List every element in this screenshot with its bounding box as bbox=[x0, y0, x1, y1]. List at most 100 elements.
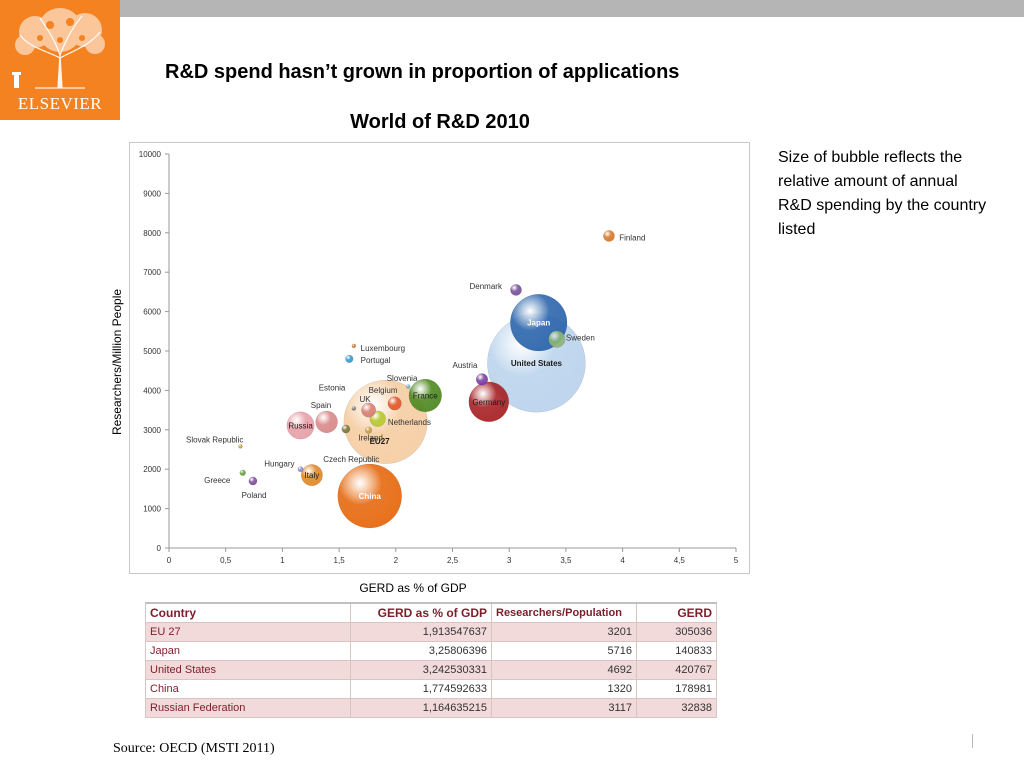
table-row: United States 3,242530331 4692 420767 bbox=[145, 660, 717, 680]
x-tick-label: 2 bbox=[394, 556, 399, 565]
cell-country: China bbox=[145, 679, 351, 699]
table-row: China 1,774592633 1320 178981 bbox=[145, 679, 717, 699]
cell-gerd: 178981 bbox=[636, 679, 717, 699]
bubble-slovenia bbox=[406, 384, 411, 389]
y-tick-label: 5000 bbox=[143, 347, 161, 356]
label-portugal: Portugal bbox=[361, 356, 391, 365]
cell-gerd-gdp: 3,242530331 bbox=[350, 660, 492, 680]
bubble-france bbox=[408, 378, 442, 413]
table-header-row: Country GERD as % of GDP Researchers/Pop… bbox=[145, 602, 717, 623]
x-tick-label: 3,5 bbox=[560, 556, 572, 565]
bubble-chart: 0 1000 2000 3000 4000 5000 6000 7000 8000 9000 100… bbox=[129, 142, 750, 574]
bubble-chart-svg: 0100020003000400050006000700080009000100… bbox=[139, 150, 739, 565]
cell-gerd: 32838 bbox=[636, 698, 717, 718]
x-axis-label: GERD as % of GDP bbox=[359, 581, 467, 595]
y-tick-label: 0 bbox=[157, 544, 162, 553]
label-czech-republic: Czech Republic bbox=[323, 455, 379, 464]
x-tick-label: 1,5 bbox=[334, 556, 346, 565]
col-gerd: GERD bbox=[636, 602, 717, 623]
label-uk: UK bbox=[360, 395, 372, 404]
bubble-czech-republic bbox=[341, 424, 351, 434]
cell-gerd-gdp: 1,913547637 bbox=[350, 622, 492, 642]
cell-gerd: 305036 bbox=[636, 622, 717, 642]
x-tick-label: 0 bbox=[167, 556, 172, 565]
bubble-estonia bbox=[351, 406, 357, 411]
cell-country: EU 27 bbox=[145, 622, 351, 642]
cell-researchers: 4692 bbox=[491, 660, 637, 680]
y-tick-label: 2000 bbox=[143, 465, 161, 474]
label-spain: Spain bbox=[311, 401, 331, 410]
data-table: Country GERD as % of GDP Researchers/Pop… bbox=[145, 602, 717, 718]
bubble-uk bbox=[361, 402, 377, 418]
y-tick-label: 9000 bbox=[143, 189, 161, 198]
bubble-portugal bbox=[345, 354, 354, 363]
y-tick-label: 7000 bbox=[143, 268, 161, 277]
bubble-eu27 bbox=[343, 379, 428, 464]
y-tick-label: 10000 bbox=[139, 150, 162, 159]
label-russia: Russia bbox=[288, 421, 313, 430]
label-italy: Italy bbox=[305, 471, 320, 480]
label-ireland: Ireland bbox=[358, 434, 382, 443]
label-austria: Austria bbox=[453, 361, 478, 370]
label-slovak-republic: Slovak Republic bbox=[186, 436, 243, 445]
label-denmark: Denmark bbox=[470, 282, 503, 291]
y-tick-label: 3000 bbox=[143, 426, 161, 435]
x-tick-label: 5 bbox=[734, 556, 739, 565]
bubble-russia bbox=[286, 411, 315, 440]
cell-gerd: 420767 bbox=[636, 660, 717, 680]
bubble-germany bbox=[468, 381, 510, 423]
label-china: China bbox=[359, 492, 382, 501]
cell-gerd-gdp: 1,774592633 bbox=[350, 679, 492, 699]
logo-text: ELSEVIER bbox=[17, 94, 103, 113]
label-germany: Germany bbox=[472, 398, 505, 407]
bubble-hungary bbox=[297, 466, 304, 473]
bubble-austria bbox=[475, 373, 489, 386]
label-greece: Greece bbox=[204, 476, 231, 485]
x-tick-label: 4,5 bbox=[674, 556, 686, 565]
tree-icon bbox=[12, 8, 105, 89]
label-luxembourg: Luxembourg bbox=[361, 344, 405, 353]
cell-gerd-gdp: 3,25806396 bbox=[350, 641, 492, 661]
y-axis-label: Researchers/Million People bbox=[110, 288, 124, 436]
slide-title: R&D spend hasn’t grown in proportion of … bbox=[165, 61, 680, 83]
bubble-sweden bbox=[548, 330, 566, 348]
label-eu27: EU27 bbox=[370, 437, 391, 446]
bubble-size-note: Size of bubble reflects the relative amo… bbox=[778, 149, 987, 238]
table-row: Japan 3,25806396 5716 140833 bbox=[145, 641, 717, 661]
bubble-slovak-republic bbox=[238, 444, 243, 449]
bubble-greece bbox=[239, 469, 246, 476]
x-tick-label: 0,5 bbox=[220, 556, 232, 565]
x-tick-label: 2,5 bbox=[447, 556, 459, 565]
top-bar bbox=[120, 0, 1024, 17]
table-row: Russian Federation 1,164635215 3117 3283… bbox=[145, 698, 717, 718]
label-estonia: Estonia bbox=[319, 384, 346, 393]
label-japan: Japan bbox=[527, 319, 550, 328]
label-united-states: United States bbox=[511, 359, 563, 368]
table-row: EU 27 1,913547637 3201 305036 bbox=[145, 622, 717, 642]
y-tick-label: 1000 bbox=[143, 505, 161, 514]
bubble-ireland bbox=[364, 426, 373, 434]
cell-country: United States bbox=[145, 660, 351, 680]
col-researchers: Researchers/Population bbox=[491, 602, 637, 623]
y-tick-label: 6000 bbox=[143, 308, 161, 317]
source-note: Source: OECD (MSTI 2011) bbox=[113, 741, 275, 756]
label-france: France bbox=[413, 392, 438, 401]
bubble-spain bbox=[315, 410, 338, 434]
elsevier-logo: ELSEVIER bbox=[0, 0, 120, 120]
cell-researchers: 3201 bbox=[491, 622, 637, 642]
cell-researchers: 3117 bbox=[491, 698, 637, 718]
label-sweden: Sweden bbox=[566, 334, 595, 343]
bubble-poland bbox=[248, 476, 258, 486]
chart-title: World of R&D 2010 bbox=[350, 111, 530, 133]
bubble-china bbox=[337, 463, 402, 529]
bubble-belgium bbox=[387, 396, 402, 411]
cell-gerd: 140833 bbox=[636, 641, 717, 661]
cell-country: Japan bbox=[145, 641, 351, 661]
cell-researchers: 1320 bbox=[491, 679, 637, 699]
label-belgium: Belgium bbox=[369, 386, 398, 395]
col-country: Country bbox=[145, 602, 351, 623]
cell-researchers: 5716 bbox=[491, 641, 637, 661]
label-finland: Finland bbox=[619, 234, 645, 243]
cell-gerd-gdp: 1,164635215 bbox=[350, 698, 492, 718]
page-divider bbox=[972, 734, 973, 748]
